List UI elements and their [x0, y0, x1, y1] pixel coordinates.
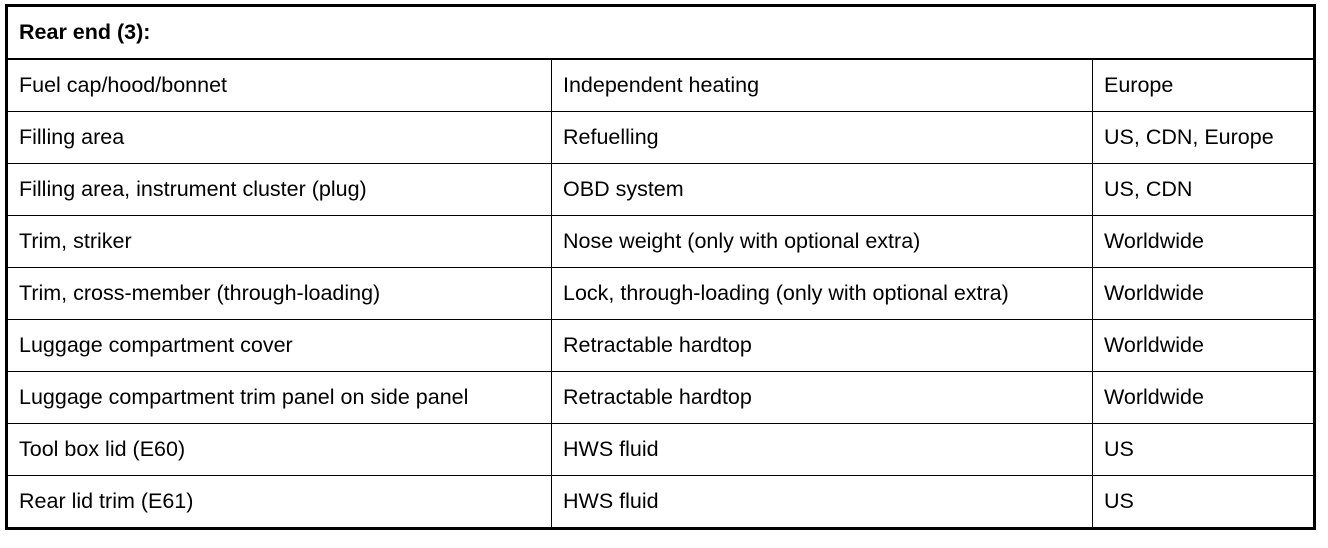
- region-cell: US: [1091, 475, 1316, 529]
- location-cell: Filling area: [6, 111, 552, 164]
- location-cell: Trim, striker: [6, 215, 552, 268]
- table-row: Luggage compartment trim panel on side p…: [6, 371, 1316, 424]
- region-cell: US, CDN: [1091, 163, 1316, 216]
- table-header-row: Rear end (3):: [5, 5, 1316, 60]
- table-row: Filling area, instrument cluster (plug) O…: [6, 163, 1316, 216]
- table-row: Luggage compartment cover Retractable har…: [6, 319, 1316, 372]
- function-cell: Refuelling: [551, 111, 1093, 164]
- table-row: Fuel cap/hood/bonnet Independent heating E…: [6, 58, 1316, 112]
- region-cell: Worldwide: [1091, 371, 1316, 424]
- location-cell: Rear lid trim (E61): [6, 475, 552, 529]
- location-cell: Fuel cap/hood/bonnet: [6, 58, 552, 112]
- table-row: Rear lid trim (E61) HWS fluid US: [6, 475, 1316, 529]
- location-cell: Luggage compartment cover: [6, 319, 552, 372]
- table-title: Rear end (3):: [5, 5, 1316, 60]
- function-cell: Independent heating: [551, 58, 1093, 112]
- table-row: Filling area Refuelling US, CDN, Europe: [6, 111, 1316, 164]
- rear-end-table: Rear end (3): Fuel cap/hood/bonnet Indepe…: [5, 4, 1317, 530]
- function-cell: Nose weight (only with optional extra): [551, 215, 1093, 268]
- table-row: Trim, striker Nose weight (only with opti…: [6, 215, 1316, 268]
- function-cell: HWS fluid: [551, 475, 1093, 529]
- region-cell: US, CDN, Europe: [1091, 111, 1316, 164]
- function-cell: OBD system: [551, 163, 1093, 216]
- function-cell: HWS fluid: [551, 423, 1093, 476]
- function-cell: Lock, through-loading (only with optiona…: [551, 267, 1093, 320]
- region-cell: US: [1091, 423, 1316, 476]
- location-cell: Filling area, instrument cluster (plug): [6, 163, 552, 216]
- region-cell: Worldwide: [1091, 215, 1316, 268]
- table-row: Tool box lid (E60) HWS fluid US: [6, 423, 1316, 476]
- region-cell: Worldwide: [1091, 319, 1316, 372]
- table-row: Trim, cross-member (through-loading) Lock…: [6, 267, 1316, 320]
- function-cell: Retractable hardtop: [551, 319, 1093, 372]
- location-cell: Luggage compartment trim panel on side p…: [6, 371, 552, 424]
- function-cell: Retractable hardtop: [551, 371, 1093, 424]
- region-cell: Europe: [1091, 58, 1316, 112]
- region-cell: Worldwide: [1091, 267, 1316, 320]
- location-cell: Trim, cross-member (through-loading): [6, 267, 552, 320]
- location-cell: Tool box lid (E60): [6, 423, 552, 476]
